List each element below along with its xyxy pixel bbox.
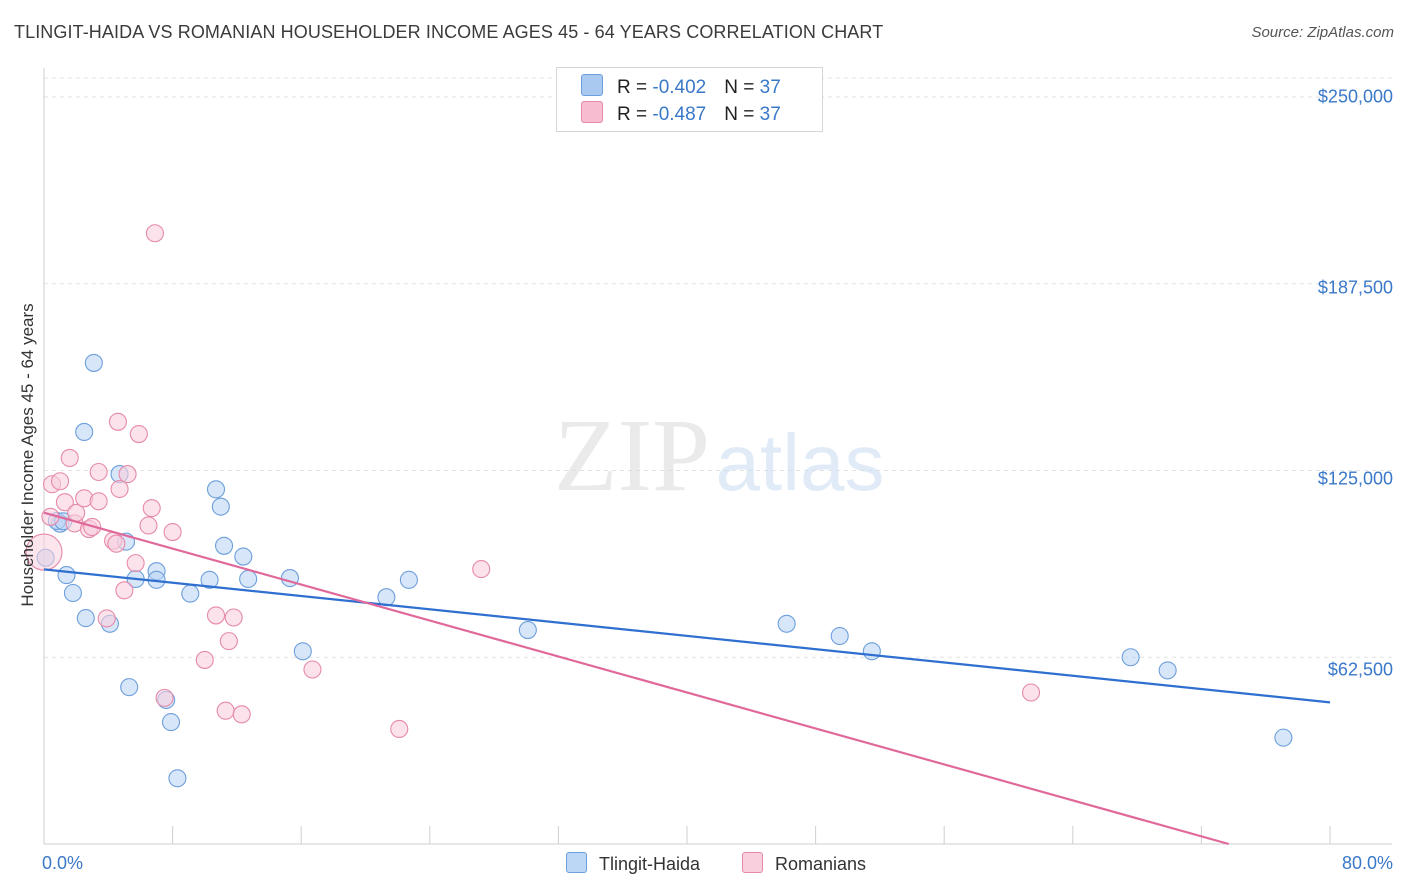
x-tick-label: 80.0% (1341, 853, 1393, 873)
tlingit-point (211, 497, 230, 516)
tlingit-point (1274, 728, 1293, 747)
y-tick-label: $250,000 (1317, 86, 1393, 107)
romanian-point (195, 650, 214, 669)
y-tick-label: $62,500 (1327, 659, 1393, 680)
chart-title: TLINGIT-HAIDA VS ROMANIAN HOUSEHOLDER IN… (14, 22, 884, 42)
watermark-atlas: atlas (716, 418, 885, 507)
watermark: ZIP atlas (554, 398, 884, 513)
romanian-point (206, 606, 226, 625)
romanian-point (115, 581, 134, 600)
tlingit-point (161, 713, 181, 732)
romanian-point (97, 609, 116, 628)
x-tick-label: 0.0% (42, 853, 84, 873)
romanian-point (472, 560, 491, 579)
romanian-point (89, 462, 108, 482)
tlingit-point (120, 678, 139, 697)
tlingit-point (76, 609, 95, 628)
legend-swatch-romanian (581, 101, 603, 123)
tlingit-point (293, 642, 312, 661)
y-axis-label: Householder Income Ages 45 - 64 years (18, 303, 37, 607)
y-tick-label: $187,500 (1317, 277, 1393, 298)
legend-row-tlingit: R = -0.402 N = 37 (581, 74, 781, 100)
tlingit-point (518, 621, 537, 640)
tlingit-point (57, 566, 76, 585)
tlingit-point (1158, 661, 1177, 680)
legend-swatch-tlingit (581, 74, 603, 96)
legend-swatch-romanian-bottom (742, 852, 763, 873)
romanian-point (129, 424, 148, 444)
tlingit-point (75, 422, 94, 442)
romanian-point (51, 472, 70, 491)
romanian-point (126, 554, 145, 573)
romanian-point (108, 412, 127, 431)
romanian-point (219, 632, 238, 651)
tlingit-point (168, 769, 187, 788)
tlingit-point (181, 584, 200, 603)
romanian-trend-line (43, 511, 1230, 846)
tlingit-point (84, 353, 103, 372)
romanian-point (303, 660, 322, 679)
romanian-point (110, 479, 129, 499)
romanian-point (390, 719, 409, 739)
legend-row-romanian: R = -0.487 N = 37 (581, 101, 781, 127)
legend-item-romanian: Romanians (742, 852, 866, 875)
romanian-point (1021, 683, 1041, 702)
tlingit-point (63, 583, 82, 603)
tlingit-point (399, 570, 418, 589)
tlingit-trend-line (43, 568, 1331, 704)
tlingit-point (214, 536, 234, 555)
legend-item-tlingit: Tlingit-Haida (566, 852, 700, 875)
romanian-point (139, 516, 158, 535)
trend-lines (43, 511, 1331, 846)
axes (43, 68, 1392, 845)
watermark-zip: ZIP (554, 398, 710, 513)
source-label: Source: ZipAtlas.com (1251, 24, 1394, 41)
romanian-point (118, 465, 137, 484)
tlingit-point (239, 569, 258, 589)
tlingit-point (200, 570, 219, 589)
romanian-point (142, 499, 161, 518)
tlingit-point (234, 547, 253, 566)
tlingit-point (862, 642, 881, 661)
data-points (25, 224, 1293, 788)
legend-swatch-tlingit-bottom (566, 852, 587, 873)
romanian-point (107, 534, 126, 553)
tlingit-point (206, 480, 226, 499)
romanian-point (224, 608, 243, 627)
romanian-point (155, 688, 174, 707)
romanian-point (232, 705, 251, 724)
romanian-point (145, 224, 164, 243)
tlingit-point (830, 626, 849, 646)
tlingit-point (1121, 648, 1140, 667)
romanian-point (89, 492, 108, 511)
y-tick-label: $125,000 (1317, 468, 1393, 489)
romanian-point (216, 701, 235, 720)
romanian-point (163, 523, 182, 542)
correlation-legend: R = -0.402 N = 37 R = -0.487 N = 37 (556, 67, 823, 132)
romanian-point (60, 448, 79, 468)
tlingit-point (777, 614, 796, 633)
romanian-point (55, 493, 74, 512)
